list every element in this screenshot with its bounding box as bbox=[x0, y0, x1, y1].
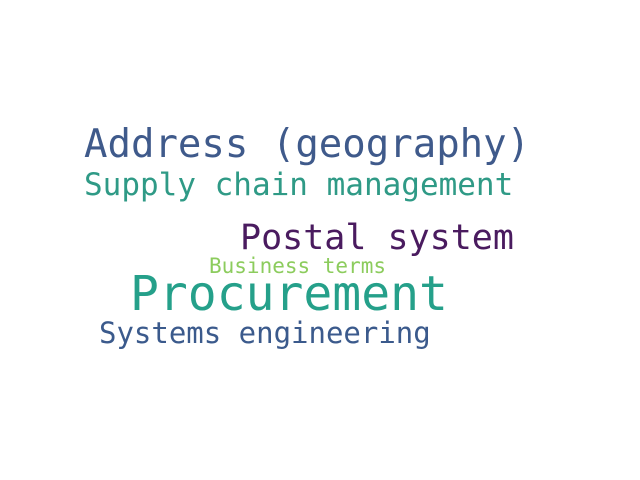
word-systems-engineering: Systems engineering bbox=[99, 316, 431, 350]
word-supply-chain-management: Supply chain management bbox=[84, 167, 514, 203]
word-business-terms: Business terms bbox=[209, 254, 387, 278]
word-address-geography: Address (geography) bbox=[84, 122, 531, 167]
word-procurement: Procurement bbox=[130, 266, 448, 322]
word-postal-system: Postal system bbox=[240, 218, 514, 258]
